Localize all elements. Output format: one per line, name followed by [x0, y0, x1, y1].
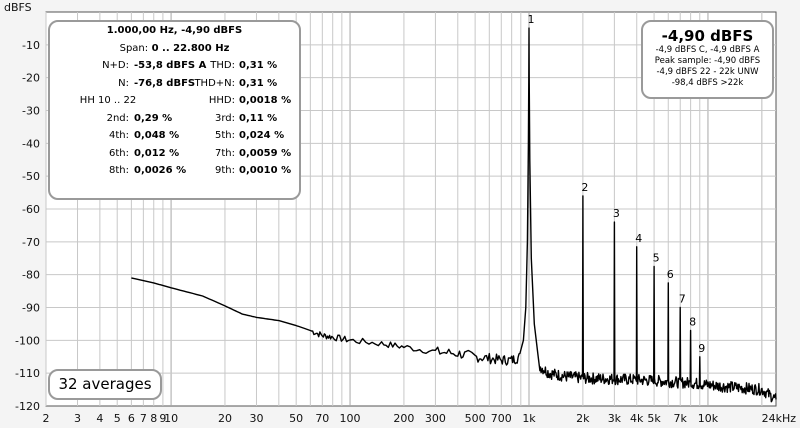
harmonic-row: 8th: 0,0026 % 9th: 0,0010 %: [50, 162, 299, 180]
harmonic-value: 0,0010 %: [239, 165, 292, 176]
harmonic-label-1: 1: [528, 13, 535, 26]
harmonic-label-2: 2: [581, 181, 588, 194]
harmonic-label-9: 9: [698, 342, 705, 355]
harmonic-value: 0,29 %: [134, 112, 173, 124]
y-tick-label: -20: [22, 72, 40, 85]
x-tick-label: 100: [340, 412, 361, 425]
x-tick-label: 4k: [630, 412, 644, 425]
stats-row: N+D: -53,8 dBFS A THD: 0,31 %: [50, 57, 299, 75]
x-tick-label: 300: [425, 412, 446, 425]
harmonic-label-6: 6: [667, 268, 674, 281]
stat-value: 0,31 %: [239, 77, 278, 89]
x-tick-label: 50: [289, 412, 303, 425]
y-tick-label: -30: [22, 105, 40, 118]
harmonic-value: 0,11 %: [239, 112, 278, 124]
level-detail: -4,9 dBFS 22 - 22k UNW: [656, 67, 759, 77]
x-tick-label: 20: [218, 412, 232, 425]
harmonic-label-3: 3: [613, 207, 620, 220]
harmonic-label: 2nd:: [106, 112, 129, 124]
y-tick-label: -40: [22, 137, 40, 150]
level-detail: -4,9 dBFS C, -4,9 dBFS A: [655, 45, 760, 55]
x-tick-label: 700: [491, 412, 512, 425]
x-tick-label: 7: [140, 412, 147, 425]
y-tick-label: -100: [15, 334, 40, 347]
harmonic-label-8: 8: [689, 315, 696, 328]
x-tick-label: 8: [150, 412, 157, 425]
measurement-panel: 1.000,00 Hz, -4,90 dBFS Span: 0 .. 22.80…: [48, 20, 301, 200]
x-tick-label: 4: [96, 412, 103, 425]
axis-ticks: -10-20-30-40-50-60-70-80-90-100-110-1202…: [15, 39, 796, 425]
x-tick-label: 9: [159, 412, 166, 425]
level-panel: -4,90 dBFS -4,9 dBFS C, -4,9 dBFS A Peak…: [641, 20, 774, 99]
harmonic-value: 0,0059 %: [239, 147, 292, 159]
harmonic-label: 9th:: [215, 165, 235, 176]
harmonic-label: 3rd:: [214, 112, 235, 124]
stat-label: THD+N:: [194, 77, 235, 89]
harmonic-row: 4th: 0,048 % 5th: 0,024 %: [50, 127, 299, 145]
y-tick-label: -110: [15, 367, 40, 380]
x-tick-label: 70: [315, 412, 329, 425]
harmonic-label: 8th:: [109, 165, 129, 176]
stat-label: THD:: [210, 60, 235, 71]
stat-label: N:: [118, 77, 129, 89]
spectrum-trace: [131, 27, 777, 403]
harmonic-value: 0,024 %: [239, 130, 285, 141]
fundamental-readout: 1.000,00 Hz, -4,90 dBFS: [106, 25, 243, 36]
hh-range-label: HH 10 .. 22: [79, 95, 137, 106]
stat-label: HHD:: [208, 95, 235, 106]
level-readout: -4,90 dBFS: [661, 27, 754, 45]
harmonic-label-5: 5: [653, 251, 660, 264]
harmonic-label-4: 4: [635, 232, 642, 245]
harmonic-value: 0,0026 %: [134, 165, 187, 176]
stat-value: -76,8 dBFS: [134, 77, 196, 89]
stats-row: N: -76,8 dBFS THD+N: 0,31 %: [50, 75, 299, 93]
y-tick-label: -70: [22, 236, 40, 249]
harmonic-value: 0,012 %: [134, 147, 180, 159]
x-tick-label: 5k: [647, 412, 661, 425]
span-label: Span:: [119, 42, 149, 54]
y-tick-label: -90: [22, 302, 40, 315]
harmonic-row: 2nd: 0,29 % 3rd: 0,11 %: [50, 110, 299, 128]
x-tick-label: 2: [43, 412, 50, 425]
averages-badge: 32 averages: [48, 369, 162, 400]
x-tick-label: 3: [74, 412, 81, 425]
x-tick-label: 2k: [576, 412, 590, 425]
y-tick-label: -10: [22, 39, 40, 52]
y-axis-label: dBFS: [4, 1, 32, 14]
x-tick-label: 5: [114, 412, 121, 425]
x-tick-label: 10k: [698, 412, 719, 425]
x-tick-label: 500: [465, 412, 486, 425]
level-detail: -98,4 dBFS >22k: [671, 78, 744, 88]
x-tick-label: 1k: [522, 412, 536, 425]
y-tick-label: -50: [22, 170, 40, 183]
y-tick-label: -120: [15, 400, 40, 413]
y-tick-label: -80: [22, 269, 40, 282]
stats-row: HH 10 .. 22 HHD: 0,0018 %: [50, 92, 299, 110]
harmonic-label: 6th:: [109, 147, 129, 159]
x-tick-label: 24kHz: [762, 412, 797, 425]
span-value: 0 .. 22.800 Hz: [151, 42, 230, 54]
x-tick-label: 10: [164, 412, 178, 425]
harmonic-value: 0,048 %: [134, 130, 180, 141]
stat-value: 0,31 %: [239, 60, 278, 71]
stat-value: 0,0018 %: [239, 95, 292, 106]
stat-label: N+D:: [102, 60, 129, 71]
harmonic-label: 4th:: [109, 130, 129, 141]
y-tick-label: -60: [22, 203, 40, 216]
harmonic-label: 5th:: [215, 130, 235, 141]
x-tick-label: 6: [128, 412, 135, 425]
x-tick-label: 200: [393, 412, 414, 425]
x-tick-label: 3k: [608, 412, 622, 425]
x-tick-label: 7k: [674, 412, 688, 425]
stat-value: -53,8 dBFS A: [134, 60, 207, 71]
x-tick-label: 30: [249, 412, 263, 425]
harmonic-row: 6th: 0,012 % 7th: 0,0059 %: [50, 145, 299, 163]
harmonic-label-7: 7: [679, 293, 686, 306]
level-detail: Peak sample: -4,90 dBFS: [654, 56, 761, 66]
harmonic-label: 7th:: [215, 147, 235, 159]
